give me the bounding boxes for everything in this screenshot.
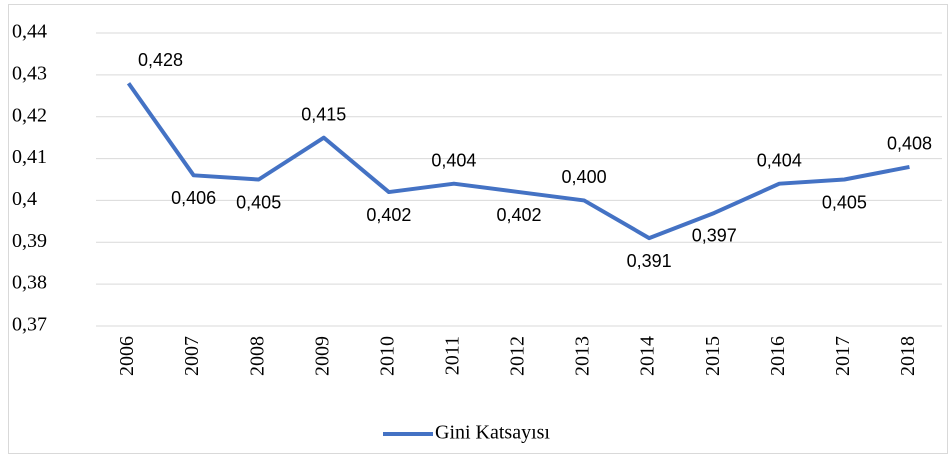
x-tick-label: 2014 bbox=[637, 336, 659, 376]
x-tick-label: 2015 bbox=[702, 336, 724, 376]
data-label: 0,405 bbox=[236, 192, 281, 212]
data-label: 0,404 bbox=[431, 150, 476, 170]
y-tick-label: 0,44 bbox=[12, 21, 47, 43]
x-tick-label: 2018 bbox=[897, 336, 919, 376]
x-tick-label: 2017 bbox=[832, 336, 854, 376]
data-label: 0,402 bbox=[496, 205, 541, 225]
x-tick-label: 2012 bbox=[507, 336, 529, 376]
line bbox=[126, 82, 910, 241]
data-label: 0,402 bbox=[366, 205, 411, 225]
data-label: 0,397 bbox=[692, 226, 737, 246]
data-label: 0,404 bbox=[757, 150, 802, 170]
data-label: 0,400 bbox=[562, 167, 607, 187]
x-tick-label: 2007 bbox=[181, 336, 203, 376]
x-tick-label: 2011 bbox=[442, 336, 464, 375]
data-label: 0,415 bbox=[301, 104, 346, 124]
data-label: 0,391 bbox=[627, 251, 672, 271]
data-label: 0,408 bbox=[887, 134, 932, 154]
data-label: 0,428 bbox=[138, 50, 183, 70]
y-tick-label: 0,38 bbox=[12, 272, 47, 294]
y-tick-label: 0,41 bbox=[12, 146, 47, 168]
data-label: 0,405 bbox=[822, 192, 867, 212]
x-tick-label: 2016 bbox=[767, 336, 789, 376]
data-label: 0,406 bbox=[171, 188, 216, 208]
y-tick-label: 0,43 bbox=[12, 62, 47, 84]
y-tick-label: 0,42 bbox=[12, 104, 47, 126]
y-tick-label: 0,39 bbox=[12, 230, 47, 252]
x-tick-label: 2013 bbox=[572, 336, 594, 376]
legend-label: Gini Katsayısı bbox=[435, 422, 550, 444]
y-tick-label: 0,4 bbox=[12, 188, 37, 210]
x-tick-label: 2008 bbox=[246, 336, 268, 376]
x-tick-label: 2009 bbox=[311, 336, 333, 376]
x-tick-label: 2010 bbox=[376, 336, 398, 376]
y-tick-label: 0,37 bbox=[12, 314, 47, 336]
chart-border bbox=[8, 4, 948, 454]
x-tick-label: 2006 bbox=[116, 336, 138, 376]
